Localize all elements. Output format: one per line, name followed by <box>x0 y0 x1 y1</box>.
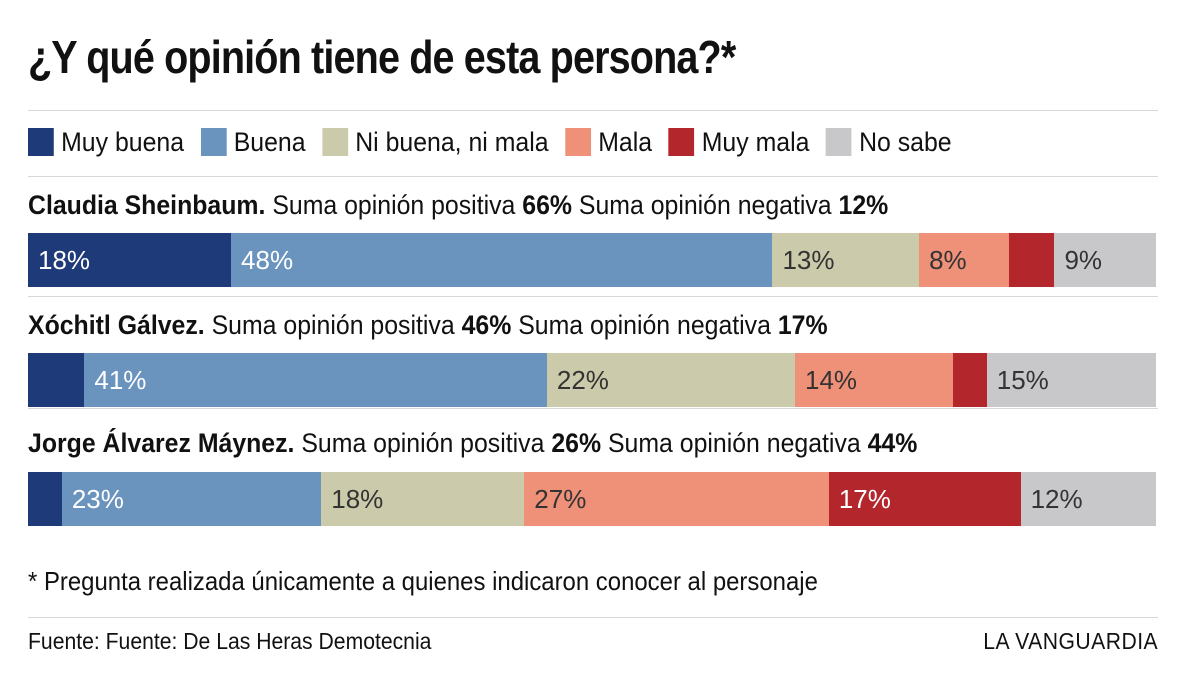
bar-segment <box>28 353 85 407</box>
legend: Muy buena Buena Ni buena, ni mala Mala Muy m… <box>28 124 968 160</box>
legend-label: No sabe <box>859 126 952 157</box>
row-label: Claudia Sheinbaum. Suma opinión positiva… <box>28 190 888 221</box>
data-label: 15% <box>996 365 1049 395</box>
data-label: 18% <box>331 484 384 514</box>
bar-segment: 27% <box>524 472 829 526</box>
data-label: 12% <box>1030 484 1083 514</box>
data-label: 23% <box>71 484 124 514</box>
summary-text: Suma opinión negativa <box>518 310 771 340</box>
legend-item: Muy mala <box>668 126 810 158</box>
legend-swatch <box>825 128 852 156</box>
stacked-bar: 41% 22% 14% 15% <box>28 353 1156 407</box>
divider <box>28 176 1158 177</box>
data-label: 48% <box>241 245 294 275</box>
bar-segment: 15% <box>986 353 1156 407</box>
candidate-name: Claudia Sheinbaum. <box>28 190 266 220</box>
data-label: 27% <box>534 484 587 514</box>
data-label: 8% <box>929 245 967 275</box>
data-label: 41% <box>94 365 147 395</box>
negative-total: 17% <box>777 310 828 340</box>
data-label: 9% <box>1064 245 1103 275</box>
negative-total: 12% <box>838 190 889 220</box>
legend-item: Ni buena, ni mala <box>322 126 549 158</box>
legend-swatch <box>200 128 227 156</box>
candidate-name: Xóchitl Gálvez. <box>28 310 205 340</box>
bar-segment: 12% <box>1020 472 1156 526</box>
brand-logo-text: LA VANGUARDIA <box>983 628 1158 654</box>
bar-segment: 13% <box>772 233 920 287</box>
row-label: Xóchitl Gálvez. Suma opinión positiva 46… <box>28 310 828 341</box>
divider <box>28 110 1158 111</box>
legend-item: Muy buena <box>28 127 184 158</box>
bar-segment: 48% <box>231 233 773 287</box>
positive-total: 66% <box>522 190 572 220</box>
data-label: 17% <box>838 484 891 514</box>
bar-segment: 23% <box>61 472 322 526</box>
summary-text: Suma opinión negativa <box>607 428 861 458</box>
legend-item: Buena <box>200 126 306 158</box>
divider <box>28 617 1158 618</box>
legend-item: No sabe <box>825 126 952 158</box>
legend-swatch <box>565 128 591 156</box>
summary-text: Suma opinión positiva <box>301 428 545 458</box>
positive-total: 26% <box>551 428 602 458</box>
bar-segment: 41% <box>84 353 547 407</box>
bar-segment: 14% <box>795 353 953 407</box>
negative-total: 44% <box>867 428 918 458</box>
bar-segment: 22% <box>546 353 796 407</box>
divider <box>28 296 1158 297</box>
bar-segment: 9% <box>1054 233 1156 287</box>
stacked-bar: 23% 18% 27% 17% 12% <box>28 472 1156 526</box>
candidate-name: Jorge Álvarez Máynez. <box>28 428 295 458</box>
divider <box>28 408 1158 409</box>
footnote: * Pregunta realizada únicamente a quiene… <box>28 566 818 596</box>
legend-item: Mala <box>565 127 652 158</box>
legend-label: Mala <box>598 126 653 157</box>
legend-swatch <box>28 128 54 156</box>
chart-title: ¿Y qué opinión tiene de esta persona?* <box>28 31 736 83</box>
data-label: 18% <box>38 245 91 275</box>
bar-segment: 18% <box>28 233 232 287</box>
legend-label: Ni buena, ni mala <box>355 126 549 157</box>
summary-text: Suma opinión positiva <box>211 310 455 340</box>
data-label: 22% <box>556 365 609 395</box>
data-label: 14% <box>805 365 858 395</box>
legend-label: Muy buena <box>61 126 185 157</box>
legend-swatch <box>322 128 348 156</box>
bar-segment: 18% <box>321 472 525 526</box>
row-label: Jorge Álvarez Máynez. Suma opinión posit… <box>28 428 917 459</box>
bar-segment: 8% <box>919 233 1010 287</box>
legend-swatch <box>668 128 695 156</box>
summary-text: Suma opinión negativa <box>578 190 832 220</box>
legend-label: Muy mala <box>701 126 810 157</box>
bar-segment <box>1009 233 1055 287</box>
stacked-bar: 18% 48% 13% 8% 9% <box>28 233 1156 287</box>
bar-segment <box>952 353 987 407</box>
source-credit: Fuente: Fuente: De Las Heras Demotecnia <box>28 628 432 654</box>
bar-segment: 17% <box>828 472 1021 526</box>
bar-segment <box>28 472 62 526</box>
legend-label: Buena <box>233 126 306 157</box>
data-label: 13% <box>782 245 835 275</box>
positive-total: 46% <box>461 310 512 340</box>
summary-text: Suma opinión positiva <box>272 190 516 220</box>
